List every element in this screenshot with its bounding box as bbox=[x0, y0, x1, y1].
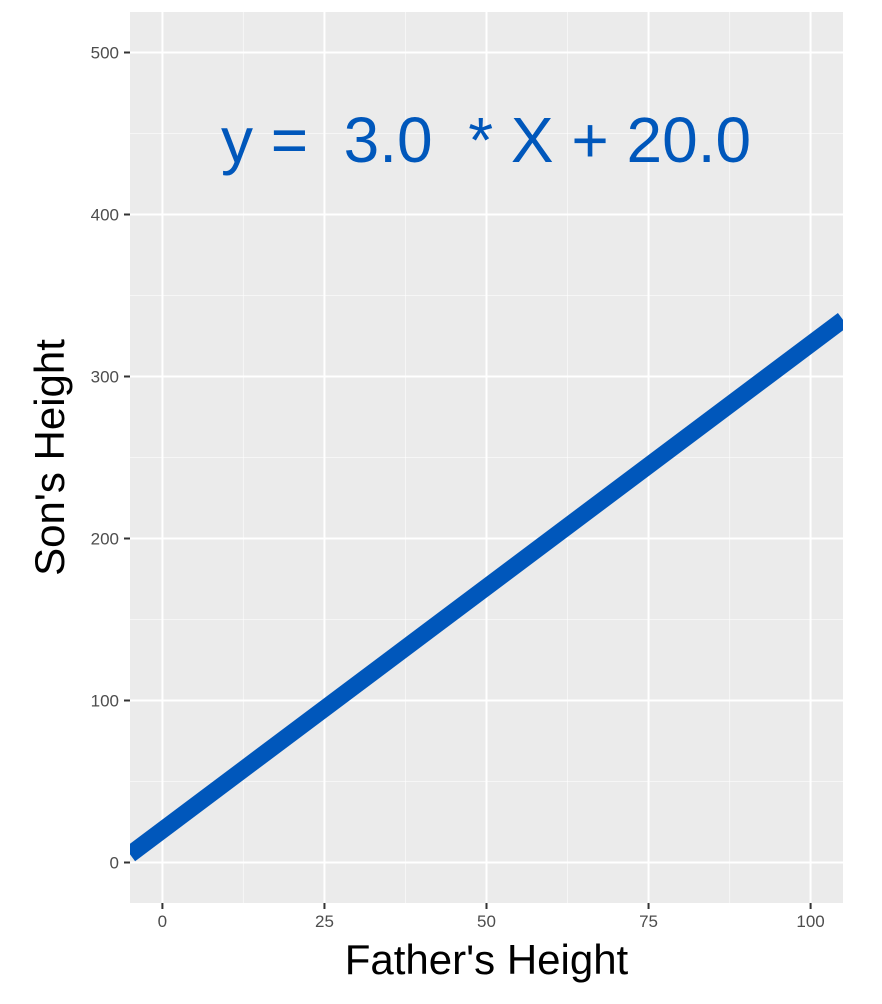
regression-line bbox=[130, 312, 843, 862]
y-axis-title: Son's Height bbox=[26, 339, 73, 576]
x-tick-label: 25 bbox=[315, 912, 334, 931]
y-tick-label: 100 bbox=[91, 692, 119, 711]
x-tick-label: 0 bbox=[158, 912, 167, 931]
series-layer bbox=[130, 312, 843, 862]
grid-major bbox=[130, 12, 843, 903]
y-axis: 0 100 200 300 400 500 bbox=[91, 44, 130, 873]
equation-annotation: y = 3.0 * X + 20.0 bbox=[221, 104, 751, 176]
x-axis-title: Father's Height bbox=[345, 936, 629, 983]
y-tick-label: 400 bbox=[91, 206, 119, 225]
y-tick-label: 300 bbox=[91, 368, 119, 387]
y-tick-label: 500 bbox=[91, 44, 119, 63]
x-tick-label: 75 bbox=[639, 912, 658, 931]
x-tick-label: 50 bbox=[477, 912, 496, 931]
x-axis: 0 25 50 75 100 bbox=[158, 903, 825, 931]
x-tick-label: 100 bbox=[796, 912, 824, 931]
y-tick-label: 200 bbox=[91, 530, 119, 549]
y-tick-label: 0 bbox=[110, 854, 119, 873]
